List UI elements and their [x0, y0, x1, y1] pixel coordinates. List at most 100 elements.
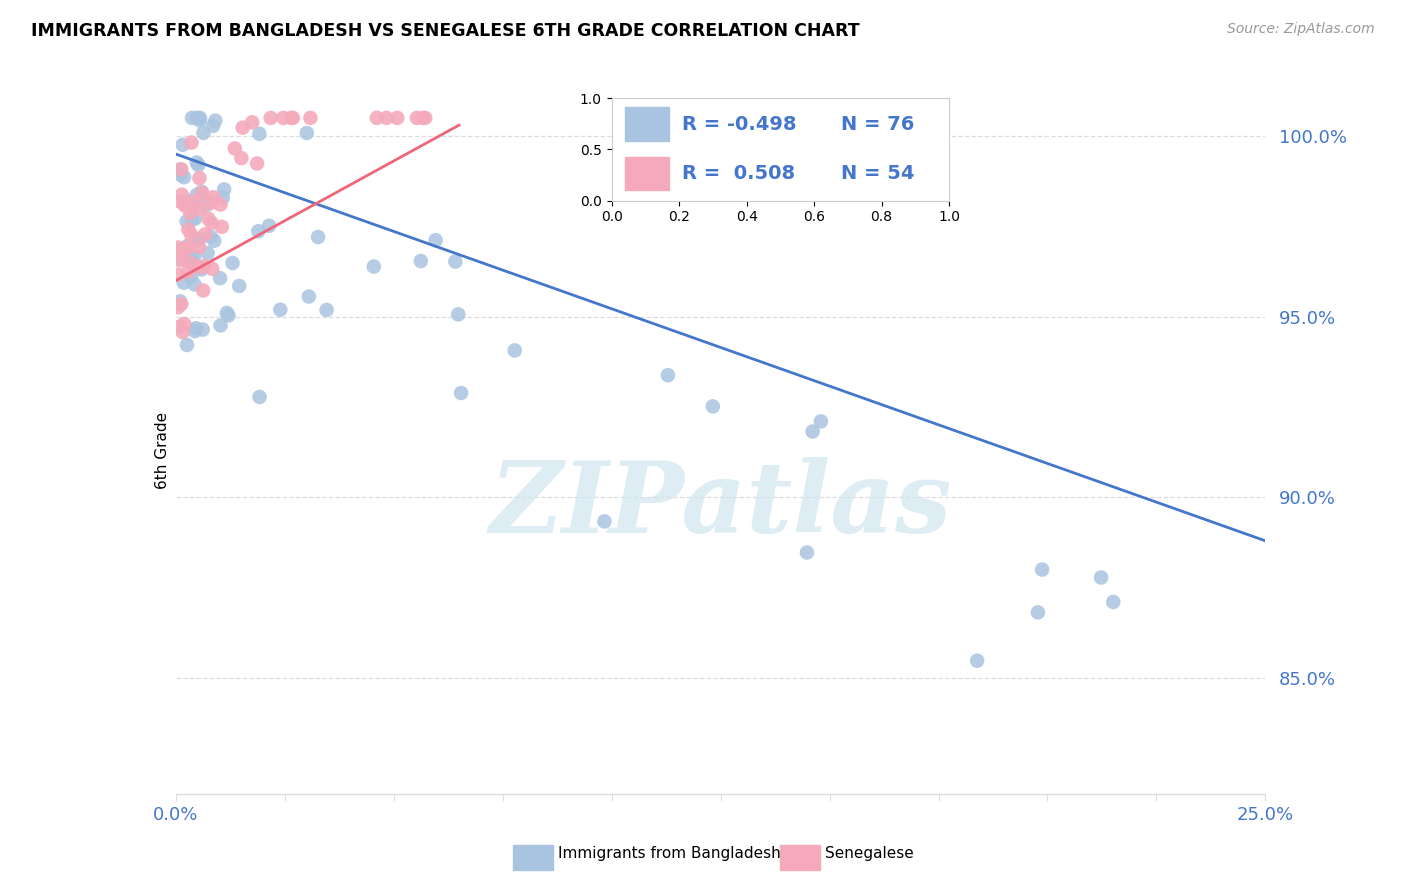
- Point: [387, 111, 409, 125]
- Point: [169, 294, 191, 309]
- Point: [181, 199, 204, 213]
- Point: [1031, 563, 1053, 577]
- Point: [183, 194, 205, 209]
- Point: [202, 119, 225, 133]
- Text: IMMIGRANTS FROM BANGLADESH VS SENEGALESE 6TH GRADE CORRELATION CHART: IMMIGRANTS FROM BANGLADESH VS SENEGALESE…: [31, 22, 859, 40]
- Point: [702, 400, 724, 414]
- Point: [172, 325, 194, 339]
- Point: [197, 211, 219, 226]
- Point: [1102, 595, 1125, 609]
- Point: [413, 111, 436, 125]
- Text: N = 54: N = 54: [841, 164, 914, 183]
- Point: [232, 120, 254, 135]
- Point: [170, 162, 193, 177]
- Point: [186, 155, 208, 169]
- Point: [280, 111, 302, 125]
- Point: [240, 115, 263, 129]
- Point: [188, 111, 211, 125]
- Point: [180, 227, 202, 242]
- Point: [193, 259, 215, 273]
- Text: Immigrants from Bangladesh: Immigrants from Bangladesh: [558, 847, 780, 861]
- Point: [173, 276, 195, 290]
- Text: ZIPatlas: ZIPatlas: [489, 458, 952, 554]
- Point: [503, 343, 526, 358]
- Point: [796, 545, 818, 559]
- Point: [201, 261, 224, 276]
- Point: [169, 253, 191, 268]
- Point: [257, 219, 280, 233]
- Point: [167, 300, 190, 314]
- Point: [176, 338, 198, 352]
- Point: [179, 206, 201, 220]
- Point: [281, 111, 304, 125]
- FancyBboxPatch shape: [626, 107, 669, 141]
- Point: [212, 182, 235, 196]
- Point: [200, 216, 222, 230]
- Point: [231, 151, 253, 165]
- Point: [218, 309, 240, 323]
- Point: [193, 126, 215, 140]
- Point: [188, 171, 211, 186]
- Point: [363, 260, 385, 274]
- Point: [188, 260, 211, 275]
- Point: [375, 111, 398, 125]
- Point: [187, 233, 209, 247]
- Point: [191, 186, 214, 200]
- Point: [176, 199, 198, 213]
- Point: [197, 246, 219, 260]
- Point: [173, 246, 195, 260]
- Point: [202, 190, 225, 204]
- Point: [184, 324, 207, 338]
- Point: [172, 245, 194, 260]
- Point: [169, 319, 191, 334]
- Point: [188, 202, 211, 216]
- Point: [246, 156, 269, 170]
- Point: [200, 229, 222, 244]
- Point: [295, 126, 318, 140]
- Point: [224, 141, 246, 155]
- Text: Senegalese: Senegalese: [825, 847, 914, 861]
- Point: [194, 227, 217, 242]
- Point: [211, 219, 233, 234]
- Point: [177, 194, 200, 208]
- Point: [176, 214, 198, 228]
- Point: [183, 277, 205, 292]
- Point: [187, 158, 209, 172]
- Point: [444, 254, 467, 268]
- Point: [173, 170, 195, 185]
- Text: R =  0.508: R = 0.508: [682, 164, 796, 183]
- Point: [425, 233, 447, 247]
- Point: [180, 136, 202, 150]
- Point: [177, 265, 200, 279]
- Point: [247, 224, 270, 238]
- Point: [180, 252, 202, 266]
- Point: [173, 317, 195, 331]
- Text: Source: ZipAtlas.com: Source: ZipAtlas.com: [1227, 22, 1375, 37]
- Point: [209, 271, 232, 285]
- Point: [307, 230, 329, 244]
- Point: [170, 168, 193, 182]
- Point: [177, 240, 200, 254]
- Point: [204, 113, 226, 128]
- Point: [810, 414, 832, 428]
- Point: [366, 111, 388, 125]
- Point: [801, 425, 824, 439]
- Point: [188, 240, 211, 254]
- Point: [249, 390, 271, 404]
- Point: [190, 185, 212, 199]
- Point: [1090, 570, 1112, 584]
- Point: [299, 111, 322, 125]
- Point: [209, 197, 232, 211]
- Point: [169, 244, 191, 258]
- Point: [269, 302, 291, 317]
- Point: [209, 318, 232, 333]
- Point: [169, 162, 191, 177]
- Point: [180, 212, 202, 227]
- Point: [193, 284, 215, 298]
- Point: [184, 211, 207, 226]
- Point: [966, 654, 988, 668]
- Point: [180, 269, 202, 284]
- Point: [181, 256, 204, 270]
- Point: [212, 191, 235, 205]
- Point: [170, 297, 193, 311]
